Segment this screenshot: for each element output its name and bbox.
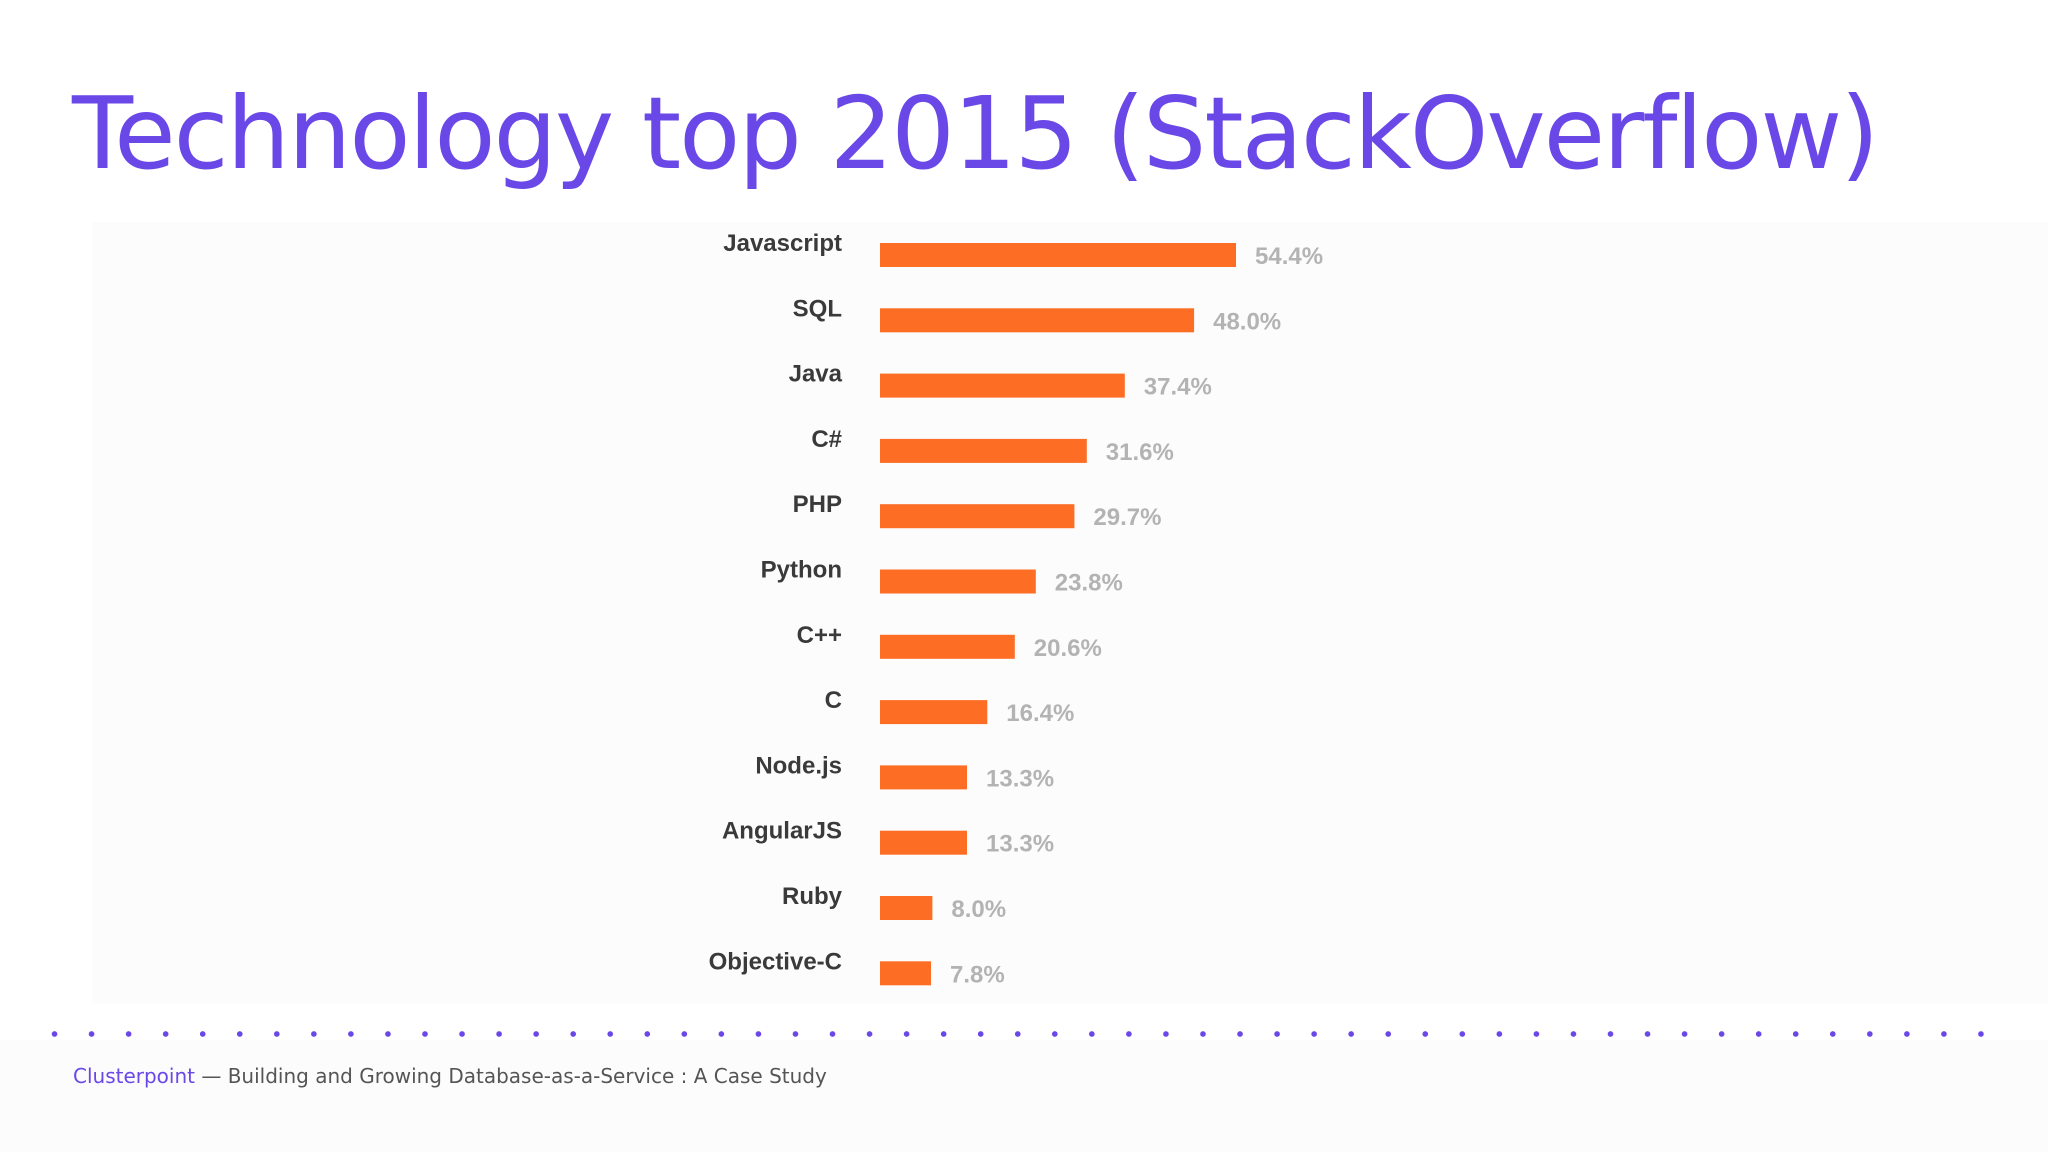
category-label-angularjs: AngularJS (722, 818, 842, 845)
category-label-csharp: C# (811, 426, 842, 453)
value-label-cplusplus: 20.6% (1034, 635, 1102, 662)
footer: Clusterpoint — Building and Growing Data… (0, 1040, 2048, 1152)
bar-cplusplus (880, 634, 1015, 659)
value-label-angularjs: 13.3% (986, 831, 1054, 858)
value-label-ruby: 8.0% (951, 896, 1006, 923)
category-label-ruby: Ruby (782, 883, 843, 910)
value-label-csharp: 31.6% (1106, 439, 1174, 466)
category-label-javascript: Javascript (723, 230, 842, 257)
category-label-node-js: Node.js (755, 752, 842, 779)
category-label-php: PHP (793, 491, 842, 518)
bar-node-js (880, 765, 967, 790)
bar-sql (880, 308, 1195, 333)
category-label-objective-c: Objective-C (709, 948, 842, 975)
value-label-java: 37.4% (1144, 374, 1212, 401)
bar-chart: Javascript 54.4% SQL 48.0% Java 37.4% C# 31.6% P… (709, 230, 1323, 988)
value-label-objective-c: 7.8% (950, 961, 1005, 988)
dotted-divider (36, 1031, 2012, 1037)
value-label-node-js: 13.3% (986, 765, 1054, 792)
value-label-javascript: 54.4% (1255, 243, 1323, 270)
footer-caption: Clusterpoint — Building and Growing Data… (73, 1064, 827, 1088)
bar-c (880, 700, 988, 725)
category-label-sql: SQL (793, 295, 842, 322)
bar-php (880, 504, 1075, 529)
bar-java (880, 373, 1125, 398)
slide-title: Technology top 2015 (StackOverflow) (72, 75, 1879, 192)
value-label-c: 16.4% (1006, 700, 1074, 727)
category-label-java: Java (789, 361, 843, 388)
value-label-php: 29.7% (1093, 504, 1161, 531)
bar-angularjs (880, 830, 967, 855)
value-label-python: 23.8% (1055, 570, 1123, 597)
bar-javascript (880, 243, 1236, 267)
category-label-python: Python (761, 557, 842, 584)
bar-objective-c (880, 961, 931, 986)
chart-panel: Javascript 54.4% SQL 48.0% Java 37.4% C# 31.6% P… (92, 222, 2048, 1004)
value-label-sql: 48.0% (1213, 308, 1281, 335)
bar-python (880, 569, 1036, 594)
footer-subtitle: — Building and Growing Database-as-a-Ser… (195, 1064, 827, 1088)
category-label-c: C (825, 687, 842, 714)
category-label-cplusplus: C++ (797, 622, 842, 649)
footer-brand: Clusterpoint (73, 1064, 195, 1088)
bar-csharp (880, 438, 1087, 463)
bar-ruby (880, 896, 933, 920)
